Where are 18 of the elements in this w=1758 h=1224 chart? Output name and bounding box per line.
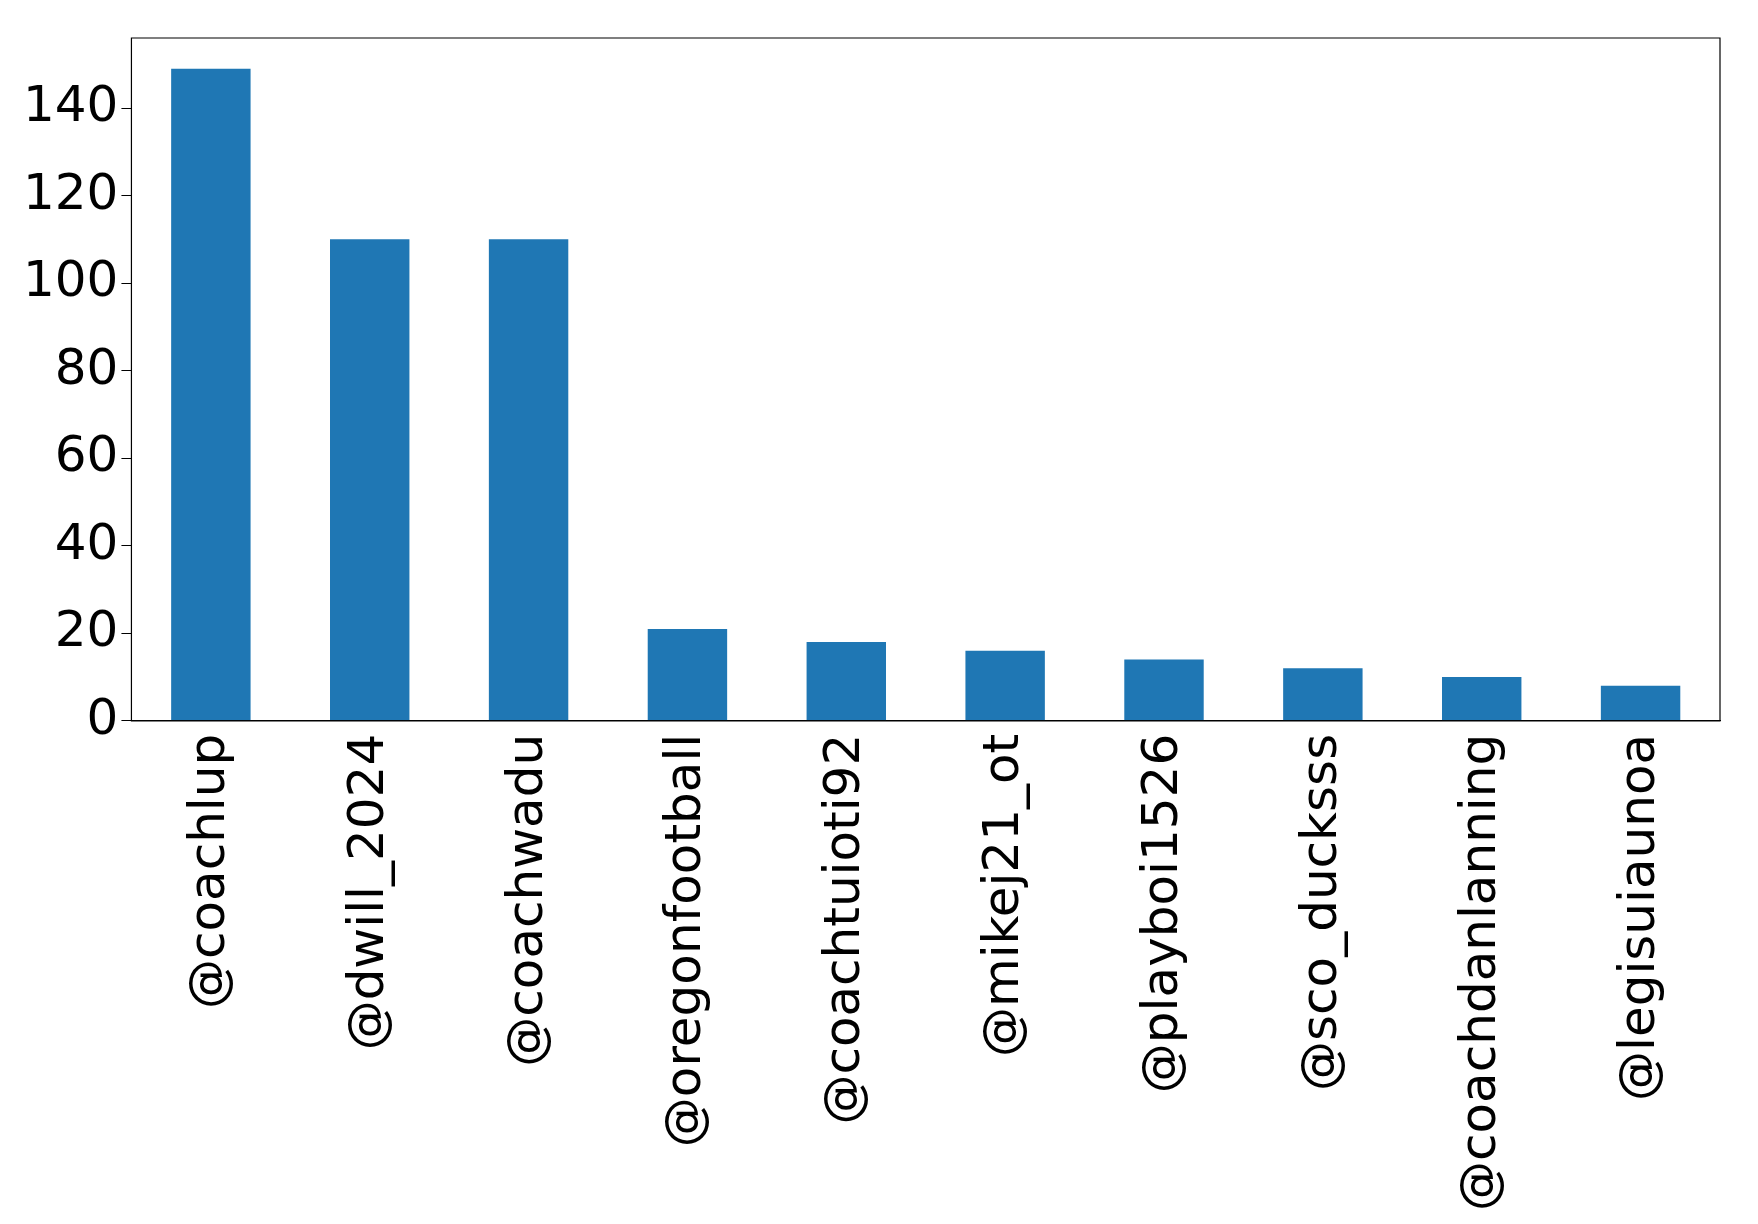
- y-tick-label: 80: [54, 337, 119, 396]
- y-tick-label: 100: [23, 250, 119, 309]
- x-tick-label: @coachtuioti92: [813, 733, 872, 1125]
- y-tick-label: 40: [54, 512, 119, 571]
- x-tick-label: @coachlup: [177, 733, 236, 1010]
- x-tick-label: @playboi1526: [1130, 733, 1189, 1094]
- x-tick-label: @sco_ducksss: [1289, 733, 1348, 1091]
- x-tick-label: @dwill_2024: [336, 733, 395, 1051]
- y-tick-label: 60: [54, 425, 119, 484]
- x-tick-label: @coachwadu: [495, 733, 554, 1067]
- x-tick-label: @coachdanlanning: [1448, 733, 1507, 1212]
- x-tick-label: @oregonfootball: [654, 733, 713, 1148]
- y-tick-label: 20: [54, 600, 119, 659]
- x-tick-label: @legisuiaunoa: [1607, 733, 1666, 1101]
- x-tick-label: @mikej21_ot: [972, 733, 1031, 1058]
- y-tick-label: 120: [23, 162, 119, 221]
- y-tick-label: 0: [86, 687, 119, 746]
- y-tick-label: 140: [23, 75, 119, 134]
